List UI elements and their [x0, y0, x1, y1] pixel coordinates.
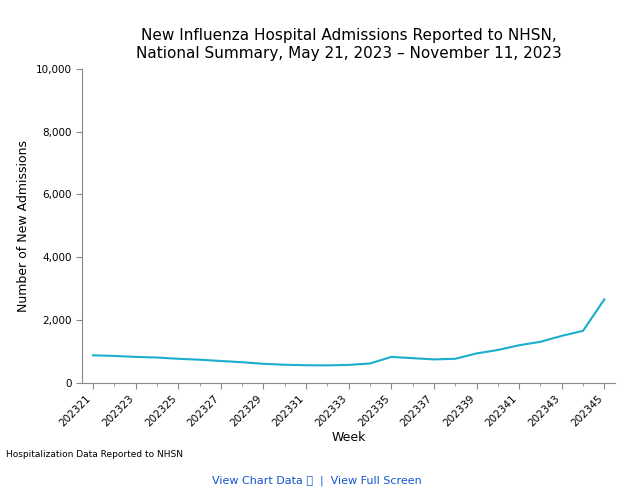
Title: New Influenza Hospital Admissions Reported to NHSN,
National Summary, May 21, 20: New Influenza Hospital Admissions Report… [136, 28, 562, 60]
Y-axis label: Number of New Admissions: Number of New Admissions [18, 140, 30, 312]
X-axis label: Week: Week [332, 431, 366, 444]
Text: View Chart Data 📊  |  View Full Screen: View Chart Data 📊 | View Full Screen [212, 476, 422, 486]
Text: Hospitalization Data Reported to NHSN: Hospitalization Data Reported to NHSN [6, 450, 183, 459]
